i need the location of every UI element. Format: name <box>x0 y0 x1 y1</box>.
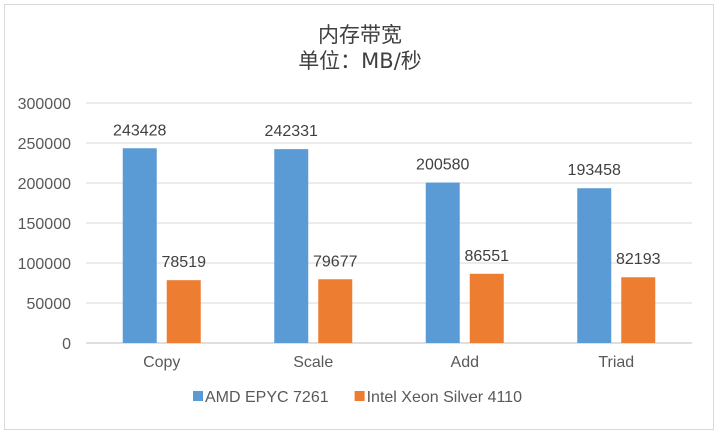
chart-subtitle: 单位：MB/秒 <box>298 49 422 73</box>
y-tick-label: 150000 <box>18 216 71 233</box>
bar <box>122 148 157 343</box>
legend-label: Intel Xeon Silver 4110 <box>367 389 522 406</box>
data-label: 78519 <box>162 254 207 271</box>
x-tick-label: Triad <box>598 354 634 371</box>
x-tick-label: Copy <box>143 354 180 371</box>
bar <box>318 279 353 343</box>
data-label: 242331 <box>265 123 318 140</box>
data-label: 82193 <box>616 251 661 268</box>
bar <box>621 277 656 343</box>
bar <box>274 149 309 343</box>
data-label: 86551 <box>465 248 510 265</box>
y-tick-label: 100000 <box>18 256 71 273</box>
bar <box>469 273 504 343</box>
y-tick-label: 300000 <box>18 96 71 113</box>
y-tick-label: 50000 <box>27 296 72 313</box>
bar <box>425 182 460 343</box>
data-label: 243428 <box>113 122 166 139</box>
x-tick-label: Scale <box>293 354 333 371</box>
data-label: 200580 <box>416 157 469 174</box>
bar <box>577 188 612 343</box>
y-tick-label: 0 <box>62 336 71 353</box>
y-tick-label: 200000 <box>18 176 71 193</box>
bar <box>166 280 201 343</box>
x-tick-label: Add <box>451 354 479 371</box>
data-label: 193458 <box>568 162 621 179</box>
y-tick-label: 250000 <box>18 136 71 153</box>
legend-swatch <box>193 391 203 401</box>
data-label: 79677 <box>313 253 358 270</box>
legend-label: AMD EPYC 7261 <box>205 389 329 406</box>
legend-swatch <box>354 391 365 401</box>
chart-title: 内存带宽 <box>318 23 402 47</box>
